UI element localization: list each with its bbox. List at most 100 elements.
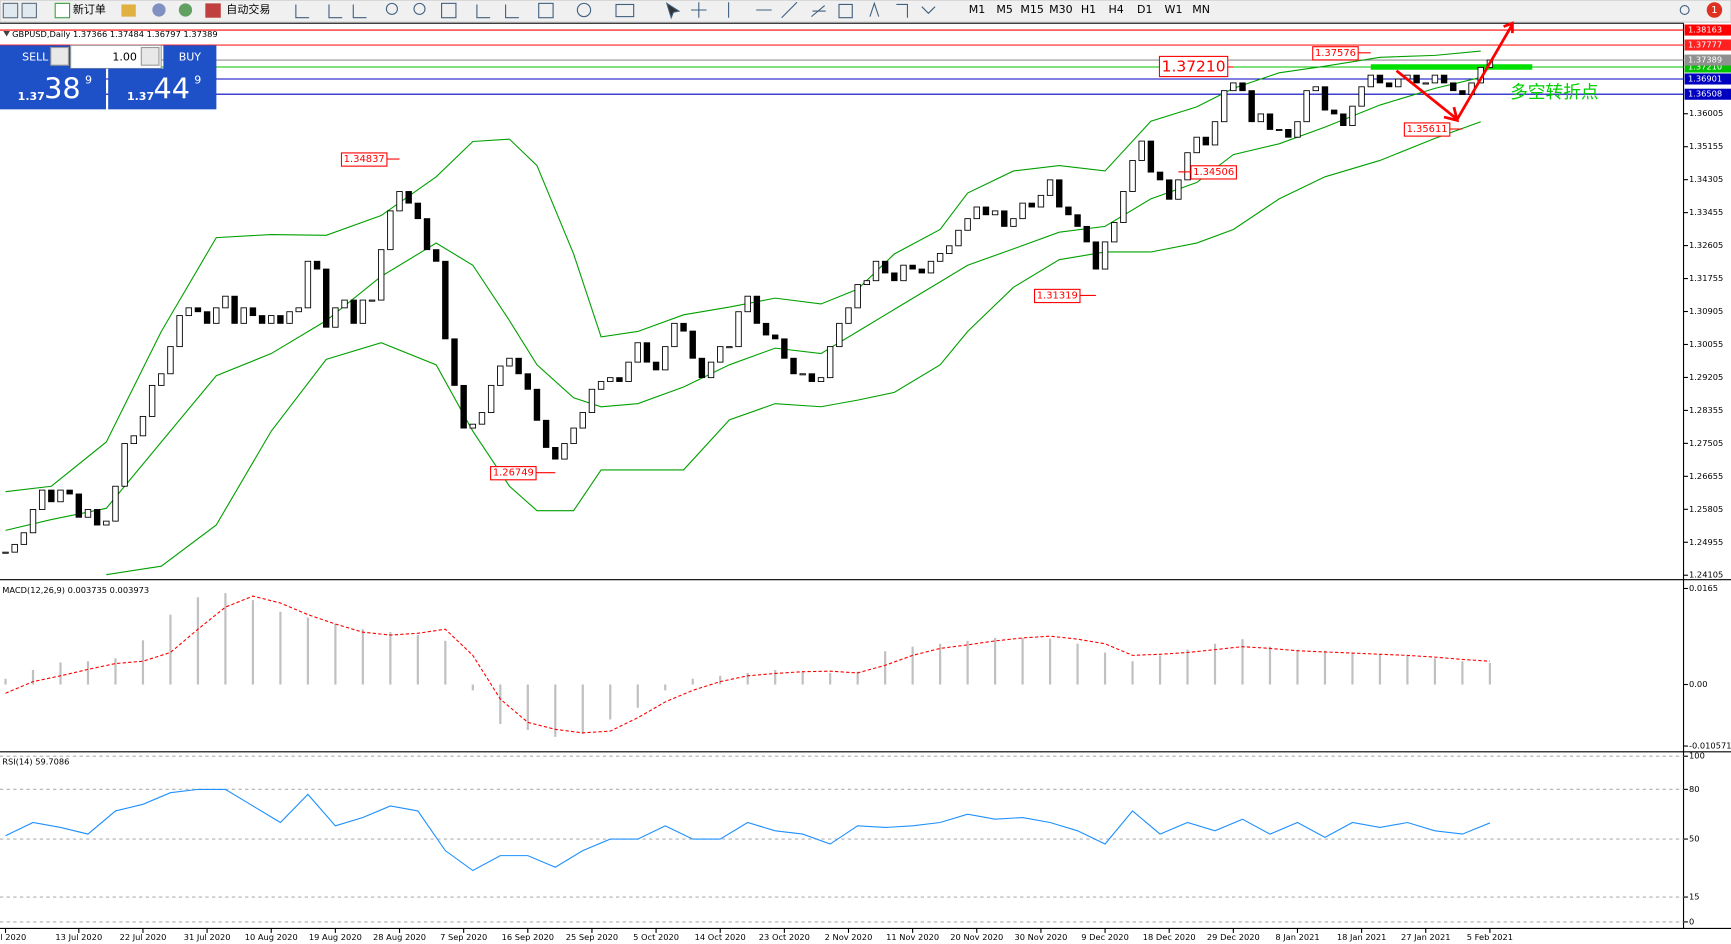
candle bbox=[313, 260, 321, 270]
x-tick-label: 8 Jan 2021 bbox=[1275, 932, 1319, 942]
macd-bar bbox=[196, 597, 200, 685]
auto-trading[interactable]: 自动交易 bbox=[226, 2, 270, 16]
candle bbox=[1459, 90, 1466, 95]
auto-trading-icon[interactable] bbox=[205, 3, 221, 18]
candle bbox=[579, 412, 586, 429]
candle bbox=[1440, 74, 1448, 84]
price-label-box bbox=[1684, 24, 1731, 36]
x-tick-label: 5 Feb 2021 bbox=[1467, 932, 1513, 942]
candle bbox=[112, 485, 119, 522]
candle bbox=[432, 249, 440, 262]
buy-frac: 9 bbox=[194, 74, 201, 87]
candle bbox=[1175, 179, 1182, 200]
macd-bar bbox=[1241, 639, 1244, 685]
sell-pips: 38 bbox=[44, 72, 81, 106]
candle bbox=[524, 373, 532, 390]
candle bbox=[1120, 191, 1127, 223]
candle bbox=[359, 299, 367, 324]
tool-icon[interactable] bbox=[121, 4, 136, 17]
rsi-line bbox=[5, 788, 1491, 872]
x-tick-label: 19 Aug 2020 bbox=[309, 932, 362, 942]
buy-price-box[interactable] bbox=[108, 68, 217, 110]
buy-label[interactable]: BUY bbox=[179, 50, 202, 63]
macd-bar bbox=[1323, 650, 1327, 685]
candle bbox=[84, 509, 92, 518]
candle bbox=[1266, 113, 1274, 130]
candle bbox=[863, 280, 871, 286]
candle bbox=[570, 427, 577, 445]
timeframe[interactable]: H1 bbox=[1081, 3, 1096, 16]
sell-label[interactable]: SELL bbox=[22, 50, 49, 63]
candle bbox=[38, 489, 46, 510]
buy-button[interactable] bbox=[163, 45, 217, 69]
periods[interactable] bbox=[576, 2, 592, 18]
macd-bar bbox=[1406, 655, 1409, 685]
tool-icon[interactable] bbox=[178, 3, 193, 17]
candle bbox=[350, 299, 357, 324]
y-tick-label: -0.010571 bbox=[1689, 741, 1731, 751]
x-tick-label: 30 Nov 2020 bbox=[1014, 932, 1067, 942]
tool-icon[interactable] bbox=[152, 3, 166, 17]
cursor[interactable] bbox=[665, 2, 681, 20]
timeframe[interactable]: W1 bbox=[1165, 3, 1183, 16]
indicators[interactable] bbox=[538, 2, 554, 19]
new-order-icon[interactable] bbox=[54, 2, 71, 19]
note: 多空转折点 bbox=[1510, 82, 1598, 103]
macd-bar bbox=[1461, 661, 1464, 685]
timeframe[interactable]: H4 bbox=[1108, 3, 1123, 16]
macd-bar bbox=[994, 637, 997, 685]
chart-type-icons[interactable] bbox=[295, 4, 367, 19]
scroll-icons[interactable] bbox=[476, 4, 519, 19]
y-tick-label: 1.32605 bbox=[1689, 240, 1723, 250]
candle bbox=[57, 489, 64, 503]
timeframe[interactable]: M15 bbox=[1020, 3, 1044, 16]
notification-count: 1 bbox=[1711, 5, 1717, 16]
candle bbox=[1165, 179, 1173, 200]
x-tick-label: 31 Jul 2020 bbox=[184, 932, 231, 942]
tile[interactable] bbox=[441, 2, 457, 19]
search[interactable] bbox=[1679, 5, 1690, 15]
notification-badge[interactable] bbox=[1706, 2, 1723, 18]
candle bbox=[607, 377, 614, 382]
price-label-box bbox=[1684, 73, 1731, 85]
candle bbox=[689, 330, 696, 359]
y-tick-label: 1.29205 bbox=[1689, 372, 1723, 382]
candle bbox=[93, 509, 101, 526]
tool-icon[interactable] bbox=[2, 2, 19, 19]
macd-bar bbox=[966, 640, 969, 685]
candle bbox=[148, 384, 156, 417]
lot[interactable]: 1.00 bbox=[112, 50, 137, 63]
y-tick-label: 1.28355 bbox=[1689, 405, 1723, 415]
buy-big: 1.37 bbox=[127, 90, 154, 103]
candle bbox=[396, 191, 403, 212]
candle bbox=[918, 268, 926, 274]
timeframe[interactable]: MN bbox=[1192, 3, 1210, 16]
symbol-icon bbox=[3, 30, 10, 37]
line-tools[interactable] bbox=[691, 1, 798, 19]
timeframe[interactable]: D1 bbox=[1137, 3, 1153, 16]
y-tick-label: 80 bbox=[1689, 784, 1700, 794]
new-order[interactable]: 新订单 bbox=[73, 2, 106, 16]
candle bbox=[304, 260, 312, 309]
x-tick-label: 29 Dec 2020 bbox=[1207, 932, 1260, 942]
candle bbox=[1358, 86, 1365, 107]
macd-bar bbox=[1488, 662, 1492, 685]
candle bbox=[588, 388, 596, 413]
timeframe[interactable]: M5 bbox=[996, 3, 1013, 16]
timeframe[interactable]: M30 bbox=[1049, 3, 1073, 16]
lot-up[interactable] bbox=[140, 46, 160, 66]
tool-icon[interactable] bbox=[21, 2, 37, 19]
candle bbox=[900, 264, 907, 282]
zoom-out[interactable] bbox=[413, 2, 426, 15]
candle bbox=[460, 384, 467, 429]
candle bbox=[1001, 210, 1008, 227]
price-label: 1.36901 bbox=[1688, 73, 1722, 83]
candle bbox=[817, 377, 825, 382]
sell-price-box[interactable] bbox=[0, 68, 106, 110]
macd-bar bbox=[1433, 658, 1437, 685]
draw-tools[interactable] bbox=[811, 1, 936, 19]
templates[interactable] bbox=[615, 3, 635, 18]
timeframe[interactable]: M1 bbox=[969, 3, 986, 16]
zoom-in[interactable] bbox=[385, 2, 398, 15]
lot-down[interactable] bbox=[50, 46, 69, 66]
